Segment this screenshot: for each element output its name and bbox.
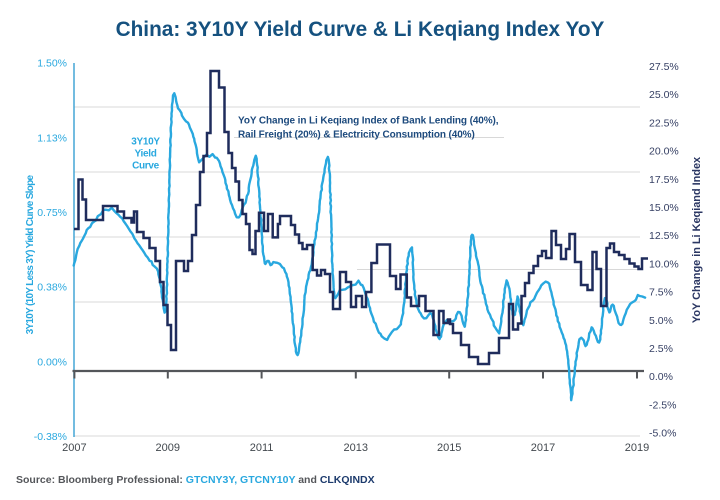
svg-text:2011: 2011 [250, 442, 274, 454]
svg-text:Rail Freight (20%) & Electrici: Rail Freight (20%) & Electricity Consump… [238, 130, 475, 141]
svg-text:0.38%: 0.38% [37, 282, 67, 294]
svg-text:1.13%: 1.13% [37, 132, 67, 144]
svg-text:12.5%: 12.5% [649, 230, 679, 242]
svg-text:YoY Change in Li Keqiang Index: YoY Change in Li Keqiang Index of Bank L… [238, 116, 499, 127]
svg-text:25.0%: 25.0% [649, 89, 679, 101]
svg-text:-2.5%: -2.5% [649, 399, 676, 411]
svg-text:22.5%: 22.5% [649, 117, 679, 129]
svg-text:YoY Change in Li Keqiand Index: YoY Change in Li Keqiand Index [691, 156, 703, 323]
svg-text:2015: 2015 [437, 442, 461, 454]
svg-text:15.0%: 15.0% [649, 202, 679, 214]
svg-text:-5.0%: -5.0% [649, 428, 676, 440]
svg-text:2009: 2009 [156, 442, 180, 454]
svg-text:7.5%: 7.5% [649, 287, 673, 299]
svg-text:10.0%: 10.0% [649, 258, 679, 270]
svg-text:-0.38%: -0.38% [34, 431, 67, 443]
svg-text:2019: 2019 [625, 442, 649, 454]
svg-text:20.0%: 20.0% [649, 146, 679, 158]
svg-text:Yield: Yield [134, 149, 156, 160]
svg-text:Curve: Curve [132, 161, 160, 172]
svg-text:0.0%: 0.0% [649, 371, 673, 383]
svg-text:2.5%: 2.5% [649, 343, 673, 355]
svg-text:2007: 2007 [62, 442, 86, 454]
svg-text:0.00%: 0.00% [37, 357, 67, 369]
svg-text:27.5%: 27.5% [649, 61, 679, 73]
svg-text:0.75%: 0.75% [37, 207, 67, 219]
svg-text:1.50%: 1.50% [37, 58, 67, 70]
svg-text:2013: 2013 [344, 442, 368, 454]
svg-text:3Y10Y (10Y Less 3Y) Yield Cur: 3Y10Y (10Y Less 3Y) Yield Curve Slope [25, 174, 36, 334]
svg-text:2017: 2017 [531, 442, 555, 454]
svg-text:5.0%: 5.0% [649, 315, 673, 327]
svg-text:17.5%: 17.5% [649, 174, 679, 186]
svg-text:3Y10Y: 3Y10Y [131, 137, 160, 148]
